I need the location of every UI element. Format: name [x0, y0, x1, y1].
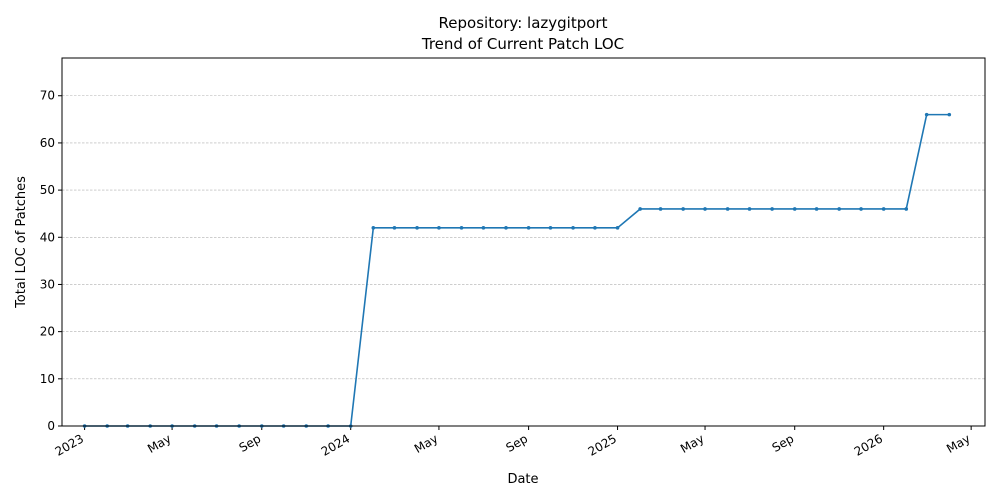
- y-tick-label: 70: [40, 89, 55, 103]
- chart-subtitle: Trend of Current Patch LOC: [421, 35, 624, 53]
- data-point: [371, 226, 376, 230]
- x-axis-ticks: 2023 May Sep 2024 May Sep 2025 May Sep 2026 May: [53, 426, 973, 459]
- x-tick-label: Sep: [770, 431, 797, 454]
- plot-frame: [61, 57, 986, 427]
- data-point: [481, 226, 486, 230]
- data-point: [459, 226, 464, 230]
- data-point: [658, 207, 663, 211]
- x-tick-label: 2026: [852, 431, 885, 458]
- x-tick-label: May: [412, 431, 440, 456]
- x-tick-label: Sep: [237, 431, 264, 454]
- y-tick-label: 50: [40, 183, 55, 197]
- data-point: [725, 207, 730, 211]
- x-tick-label: May: [944, 431, 972, 456]
- y-axis-label: Total LOC of Patches: [14, 176, 29, 309]
- data-point: [904, 207, 909, 211]
- series-line-group: [82, 112, 952, 428]
- x-tick-label: 2025: [586, 431, 619, 458]
- x-tick-label: Sep: [504, 431, 531, 454]
- data-point: [681, 207, 685, 211]
- data-point: [415, 226, 419, 230]
- data-point: [548, 226, 553, 230]
- data-point: [615, 226, 620, 230]
- data-point: [437, 226, 441, 230]
- data-point: [837, 207, 841, 211]
- data-point: [947, 112, 952, 117]
- x-tick-label: May: [678, 431, 706, 456]
- data-point: [504, 226, 508, 230]
- y-tick-label: 20: [40, 325, 55, 339]
- data-point: [770, 207, 774, 211]
- data-point: [638, 207, 642, 211]
- data-point: [881, 207, 886, 211]
- chart-title: Repository: lazygitport: [439, 14, 608, 32]
- x-tick-label: 2023: [53, 431, 86, 458]
- y-tick-label: 0: [47, 419, 55, 433]
- x-tick-label: 2024: [319, 431, 352, 458]
- x-axis-label: Date: [507, 472, 538, 487]
- data-point: [392, 226, 397, 230]
- x-tick-label: May: [145, 431, 173, 456]
- data-point: [747, 207, 752, 211]
- y-tick-label: 30: [40, 277, 55, 291]
- data-point: [571, 226, 575, 230]
- data-point: [792, 207, 797, 211]
- y-gridlines: [62, 95, 985, 380]
- data-point: [859, 207, 863, 211]
- data-point: [593, 226, 597, 230]
- y-axis-ticks: 0 10 20 30 40 50 60 70: [40, 89, 62, 433]
- data-point: [526, 226, 531, 230]
- data-point: [924, 112, 929, 117]
- y-tick-label: 60: [40, 136, 55, 150]
- y-tick-label: 10: [40, 372, 55, 386]
- y-tick-label: 40: [40, 230, 55, 244]
- series-line: [84, 113, 950, 427]
- data-point: [814, 207, 819, 211]
- data-point: [703, 207, 707, 211]
